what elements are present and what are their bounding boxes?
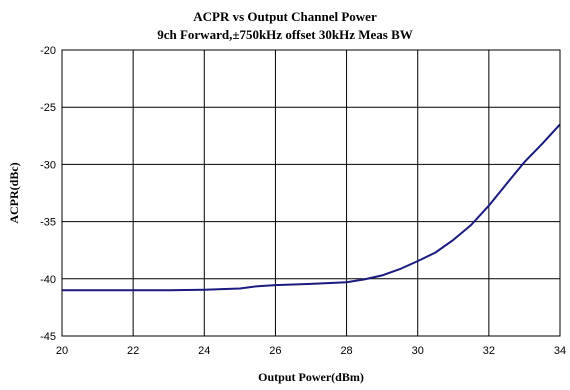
chart-subtitle: 9ch Forward,±750kHz offset 30kHz Meas BW — [157, 27, 413, 42]
y-tick-label: -30 — [40, 159, 56, 171]
y-tick-label: -45 — [40, 331, 56, 343]
plot-area — [62, 50, 560, 336]
acpr-series-line — [62, 123, 561, 292]
x-tick-label: 24 — [198, 345, 210, 357]
plot-border — [61, 49, 561, 337]
x-tick-label: 30 — [412, 345, 424, 357]
chart-title: ACPR vs Output Channel Power — [193, 9, 377, 24]
x-tick-label: 32 — [483, 345, 495, 357]
y-tick-label: -20 — [40, 45, 56, 57]
x-tick-label: 34 — [554, 345, 566, 357]
series-layer — [62, 123, 561, 292]
x-axis-label: Output Power(dBm) — [258, 370, 364, 384]
y-tick-label: -25 — [40, 102, 56, 114]
tick-labels: 20 22 24 26 28 30 32 34 -20 -25 -30 -35 -40 -45 — [40, 45, 566, 357]
x-tick-label: 26 — [269, 345, 281, 357]
y-axis-label: ACPR(dBc) — [7, 162, 21, 223]
x-tick-label: 28 — [340, 345, 352, 357]
y-tick-label: -35 — [40, 217, 56, 229]
x-tick-label: 22 — [127, 345, 139, 357]
x-tick-label: 20 — [56, 345, 68, 357]
y-tick-label: -40 — [40, 274, 56, 286]
